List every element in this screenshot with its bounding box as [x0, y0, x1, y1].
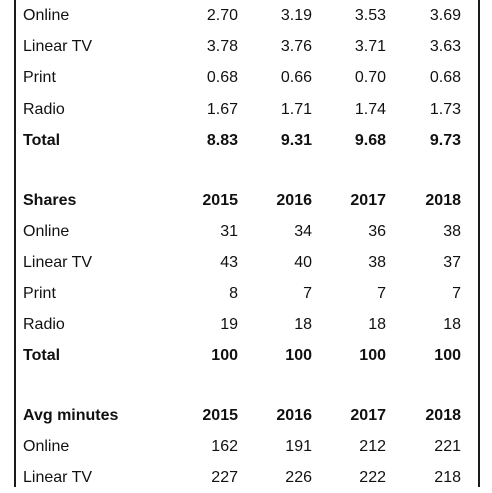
- row-label: Linear TV: [23, 469, 93, 486]
- cell-2015: 8: [229, 285, 238, 302]
- cell-2018: 3.69: [429, 7, 461, 24]
- table-row: Print 0.68 0.66 0.70 0.68: [16, 62, 478, 93]
- year-header-2017: 2017: [350, 192, 386, 209]
- cell-2018: 9.73: [429, 132, 461, 149]
- row-label: Print: [23, 69, 56, 86]
- row-label: Linear TV: [23, 38, 93, 55]
- row-label: Radio: [23, 101, 65, 118]
- table-row: Online 2.70 3.19 3.53 3.69: [16, 0, 478, 31]
- cell-2017: 7: [377, 285, 386, 302]
- cell-2016: 1.71: [280, 101, 312, 118]
- cell-2017: 38: [368, 254, 386, 271]
- cell-2018: 218: [434, 469, 461, 486]
- cell-2017: 1.74: [354, 101, 386, 118]
- cell-2018: 100: [434, 347, 461, 364]
- table-row: Linear TV 43 40 38 37: [16, 247, 478, 278]
- cell-2015: 100: [211, 347, 238, 364]
- cell-2017: 3.71: [354, 38, 386, 55]
- table-total-row: Total 8.83 9.31 9.68 9.73: [16, 125, 478, 156]
- year-header-2017: 2017: [350, 407, 386, 424]
- table-total-row: Total 100 100 100 100: [16, 340, 478, 371]
- section-title: Shares: [23, 192, 77, 209]
- table-row: Linear TV 227 226 222 218: [16, 462, 478, 493]
- cell-2017: 100: [359, 347, 386, 364]
- table-left-border: [14, 0, 16, 487]
- table-row: Online 162 191 212 221: [16, 431, 478, 462]
- cell-2016: 18: [294, 316, 312, 333]
- cell-2018: 221: [434, 438, 461, 455]
- table-row: Linear TV 3.78 3.76 3.71 3.63: [16, 31, 478, 62]
- row-label: Radio: [23, 316, 65, 333]
- cell-2016: 3.19: [280, 7, 312, 24]
- table-row: Radio 1.67 1.71 1.74 1.73: [16, 94, 478, 125]
- cell-2018: 1.73: [429, 101, 461, 118]
- cell-2017: 3.53: [354, 7, 386, 24]
- table-row: Print 8 7 7 7: [16, 278, 478, 309]
- cell-2015: 2.70: [206, 7, 238, 24]
- cell-2016: 40: [294, 254, 312, 271]
- year-header-2015: 2015: [202, 192, 238, 209]
- section-header-shares: Shares 2015 2016 2017 2018: [16, 185, 478, 216]
- year-header-2018: 2018: [425, 192, 461, 209]
- cell-2018: 0.68: [429, 69, 461, 86]
- table-row: Online 31 34 36 38: [16, 216, 478, 247]
- cell-2016: 7: [303, 285, 312, 302]
- cell-2017: 9.68: [354, 132, 386, 149]
- cell-2018: 38: [443, 223, 461, 240]
- table-right-border: [478, 0, 480, 487]
- cell-2015: 0.68: [206, 69, 238, 86]
- year-header-2015: 2015: [202, 407, 238, 424]
- table-row: Radio 19 18 18 18: [16, 309, 478, 340]
- cell-2015: 43: [220, 254, 238, 271]
- cell-2016: 226: [285, 469, 312, 486]
- cell-2018: 7: [452, 285, 461, 302]
- row-label: Total: [23, 347, 61, 364]
- row-label: Print: [23, 285, 56, 302]
- cell-2018: 37: [443, 254, 461, 271]
- cell-2016: 9.31: [280, 132, 312, 149]
- cell-2016: 34: [294, 223, 312, 240]
- cell-2015: 3.78: [206, 38, 238, 55]
- year-header-2016: 2016: [276, 407, 312, 424]
- cell-2015: 227: [211, 469, 238, 486]
- cell-2015: 19: [220, 316, 238, 333]
- row-label: Linear TV: [23, 254, 93, 271]
- cell-2016: 3.76: [280, 38, 312, 55]
- cell-2017: 36: [368, 223, 386, 240]
- section-header-avg-minutes: Avg minutes 2015 2016 2017 2018: [16, 400, 478, 431]
- row-label: Total: [23, 132, 61, 149]
- cell-2015: 1.67: [206, 101, 238, 118]
- row-label: Online: [23, 438, 70, 455]
- cell-2015: 31: [220, 223, 238, 240]
- cell-2018: 18: [443, 316, 461, 333]
- cell-2017: 18: [368, 316, 386, 333]
- cell-2018: 3.63: [429, 38, 461, 55]
- year-header-2018: 2018: [425, 407, 461, 424]
- cell-2016: 191: [285, 438, 312, 455]
- row-label: Online: [23, 7, 70, 24]
- year-header-2016: 2016: [276, 192, 312, 209]
- cell-2017: 0.70: [354, 69, 386, 86]
- row-label: Online: [23, 223, 70, 240]
- cell-2016: 0.66: [280, 69, 312, 86]
- cell-2015: 162: [211, 438, 238, 455]
- cell-2016: 100: [285, 347, 312, 364]
- cell-2017: 212: [359, 438, 386, 455]
- cell-2017: 222: [359, 469, 386, 486]
- section-title: Avg minutes: [23, 407, 119, 424]
- cell-2015: 8.83: [206, 132, 238, 149]
